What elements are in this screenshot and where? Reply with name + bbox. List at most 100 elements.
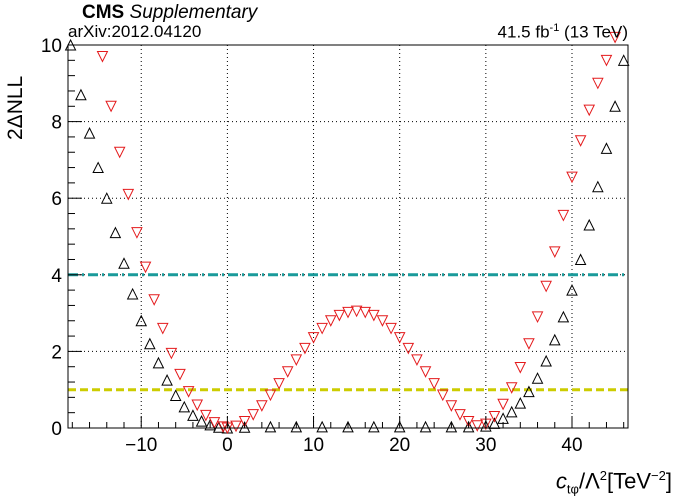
data-point: [316, 420, 328, 433]
data-point: [187, 409, 199, 421]
data-point: [148, 294, 160, 306]
x-tick-label: 20: [389, 435, 410, 456]
data-point: [505, 405, 518, 418]
y-tick-label: 4: [51, 266, 62, 287]
data-point: [273, 378, 285, 390]
data-point: [316, 322, 328, 335]
data-point: [540, 354, 552, 367]
data-point: [531, 372, 544, 384]
data-point: [592, 180, 604, 193]
cms-text: CMS: [82, 2, 125, 23]
data-point: [238, 415, 251, 428]
plot-frame: [67, 44, 629, 429]
x-label-sup2: −2: [651, 468, 666, 483]
data-point: [419, 420, 432, 433]
data-point: [454, 409, 466, 421]
cms-label: CMS Supplementary: [82, 2, 257, 24]
data-point: [230, 420, 242, 433]
x-axis-label: ctφ/Λ2[TeV−2]: [556, 468, 672, 497]
data-point: [471, 420, 484, 432]
data-point: [290, 420, 303, 433]
data-point: [131, 227, 143, 239]
data-point: [83, 126, 96, 139]
data-point: [105, 100, 117, 113]
data-point: [113, 146, 126, 159]
data-point: [169, 389, 182, 401]
data-point: [445, 420, 458, 433]
data-point: [264, 389, 277, 402]
data-point: [514, 361, 527, 374]
data-point: [217, 421, 229, 433]
x-tick-label: 30: [475, 435, 496, 456]
axis-ticks: [68, 44, 625, 429]
data-point: [144, 337, 156, 350]
data-point: [109, 226, 122, 239]
data-point: [566, 284, 578, 296]
grid-lines: [68, 45, 628, 428]
data-point: [139, 261, 152, 274]
data-point: [385, 322, 397, 335]
data-point: [247, 409, 260, 421]
data-point: [165, 347, 178, 360]
data-point: [462, 415, 475, 428]
y-axis-label-text: 2ΔNLL: [4, 75, 27, 140]
data-point: [135, 314, 148, 327]
x-tick-label: 0: [222, 435, 233, 456]
lumi-energy: (13 TeV): [559, 22, 628, 42]
data-point: [488, 411, 501, 423]
data-point: [174, 368, 186, 381]
data-point: [342, 306, 354, 319]
data-point: [523, 338, 535, 350]
data-point: [92, 161, 104, 174]
data-point: [238, 421, 251, 433]
data-point: [609, 100, 621, 112]
data-point: [368, 309, 380, 322]
data-point: [393, 420, 406, 433]
data-point: [592, 77, 604, 90]
lumi-value: 41.5 fb: [497, 22, 550, 42]
data-point: [609, 31, 621, 44]
data-point: [359, 306, 372, 319]
data-point: [208, 417, 221, 429]
x-label-sup1: 2: [599, 468, 608, 483]
y-tick-label: 8: [51, 113, 62, 134]
y-tick-label: 2: [51, 342, 62, 363]
data-point: [566, 171, 578, 184]
data-point: [540, 280, 552, 293]
data-point: [436, 389, 449, 402]
series-triangle-up: [64, 38, 630, 434]
x-tick-label: 40: [561, 435, 582, 456]
data-point: [324, 315, 337, 327]
data-point: [505, 382, 518, 394]
x-label-unit: [TeV: [607, 468, 652, 494]
data-point: [152, 356, 165, 369]
data-point: [96, 50, 109, 63]
data-point: [256, 400, 268, 412]
data-point: [497, 398, 509, 411]
y-tick-label: 6: [51, 189, 62, 210]
y-tick-label: 10: [41, 36, 62, 57]
data-point: [350, 305, 363, 318]
data-point: [100, 192, 113, 204]
data-point: [200, 409, 212, 422]
data-point: [290, 354, 303, 366]
data-point: [126, 287, 139, 300]
data-point: [195, 414, 208, 427]
data-point: [462, 420, 475, 433]
data-point: [557, 310, 570, 323]
data-point: [178, 400, 191, 413]
data-point: [574, 253, 587, 265]
data-point: [411, 354, 423, 366]
data-point: [531, 311, 544, 324]
data-point: [402, 342, 415, 355]
x-tick-label: −10: [125, 435, 157, 456]
tick-labels: −10 0 10 20 30 40 0 2 4 6 8 10: [41, 36, 583, 456]
data-point: [333, 309, 346, 322]
data-point: [118, 257, 130, 269]
data-point: [428, 378, 440, 390]
arxiv-label: arXiv:2012.04120: [68, 22, 202, 41]
data-point: [419, 366, 432, 378]
data-point: [600, 142, 613, 154]
y-tick-label: 0: [51, 419, 62, 440]
data-point: [583, 218, 596, 231]
